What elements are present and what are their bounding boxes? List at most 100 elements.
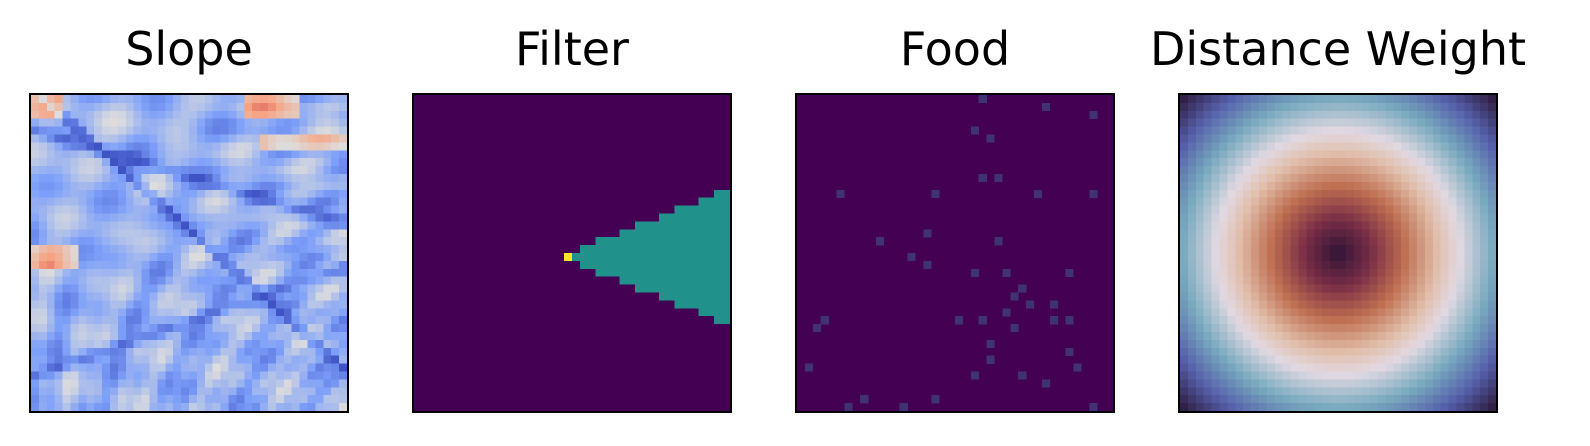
distance-cell xyxy=(1266,308,1275,317)
distance-cell xyxy=(1282,150,1291,159)
filter-cell xyxy=(493,300,502,309)
distance-cell xyxy=(1227,205,1236,214)
slope-cell xyxy=(212,316,221,325)
distance-cell xyxy=(1251,260,1260,269)
distance-cell xyxy=(1401,221,1410,230)
filter-cell xyxy=(579,213,588,222)
distance-cell xyxy=(1377,403,1386,411)
slope-cell xyxy=(133,395,142,404)
distance-cell xyxy=(1361,395,1370,404)
filter-cell xyxy=(674,189,683,198)
filter-cell xyxy=(658,268,667,277)
distance-cell xyxy=(1480,158,1489,167)
distance-cell xyxy=(1314,189,1323,198)
slope-cell xyxy=(173,371,182,380)
distance-cell xyxy=(1211,276,1220,285)
slope-cell xyxy=(62,371,71,380)
slope-cell xyxy=(331,181,340,190)
distance-cell xyxy=(1180,332,1189,341)
distance-cell xyxy=(1432,189,1441,198)
slope-cell xyxy=(189,363,198,372)
slope-cell xyxy=(133,268,142,277)
filter-cell xyxy=(611,150,620,159)
filter-cell xyxy=(587,347,596,356)
filter-cell xyxy=(698,316,707,325)
slope-cell xyxy=(339,355,347,364)
filter-cell xyxy=(595,174,604,183)
slope-cell xyxy=(228,363,237,372)
distance-cell xyxy=(1440,95,1449,104)
distance-cell xyxy=(1203,158,1212,167)
slope-cell xyxy=(31,363,40,372)
distance-cell xyxy=(1456,339,1465,348)
filter-cell xyxy=(532,300,541,309)
distance-cell xyxy=(1195,268,1204,277)
filter-cell xyxy=(421,142,430,151)
filter-cell xyxy=(587,181,596,190)
distance-cell xyxy=(1464,403,1473,411)
distance-cell xyxy=(1306,276,1315,285)
distance-cell xyxy=(1235,395,1244,404)
filter-cell xyxy=(477,276,486,285)
slope-cell xyxy=(78,237,87,246)
filter-cell xyxy=(414,150,423,159)
distance-cell xyxy=(1448,371,1457,380)
filter-cell xyxy=(690,268,699,277)
filter-cell xyxy=(540,253,549,262)
distance-cell xyxy=(1369,292,1378,301)
slope-cell xyxy=(212,110,221,119)
distance-cell xyxy=(1480,371,1489,380)
slope-cell xyxy=(86,245,95,254)
slope-cell xyxy=(141,268,150,277)
filter-cell xyxy=(714,134,723,143)
distance-cell xyxy=(1322,371,1331,380)
distance-cell xyxy=(1361,95,1370,104)
slope-cell xyxy=(260,189,269,198)
distance-cell xyxy=(1187,403,1196,411)
distance-cell xyxy=(1298,347,1307,356)
distance-cell xyxy=(1440,166,1449,175)
distance-cell xyxy=(1456,229,1465,238)
filter-cell xyxy=(453,339,462,348)
filter-cell xyxy=(666,379,675,388)
filter-cell xyxy=(437,118,446,127)
filter-cell xyxy=(437,229,446,238)
filter-cell xyxy=(548,324,557,333)
filter-cell xyxy=(651,102,660,111)
filter-cell xyxy=(445,102,454,111)
filter-cell xyxy=(469,245,478,254)
filter-cell xyxy=(627,174,636,183)
filter-cell xyxy=(619,339,628,348)
slope-cell xyxy=(54,102,63,111)
slope-cell xyxy=(110,189,119,198)
filter-cell xyxy=(445,395,454,404)
slope-cell xyxy=(275,150,284,159)
distance-cell xyxy=(1385,181,1394,190)
distance-cell xyxy=(1298,205,1307,214)
distance-cell xyxy=(1456,403,1465,411)
filter-cell xyxy=(682,126,691,135)
slope-cell xyxy=(196,260,205,269)
filter-cell xyxy=(421,95,430,104)
slope-cell xyxy=(38,205,47,214)
slope-cell xyxy=(260,229,269,238)
slope-cell xyxy=(165,229,174,238)
filter-cell xyxy=(477,371,486,380)
slope-cell xyxy=(173,260,182,269)
slope-cell xyxy=(307,308,316,317)
filter-cell xyxy=(532,126,541,135)
slope-cell xyxy=(283,150,292,159)
slope-cell xyxy=(283,158,292,167)
filter-cell xyxy=(429,126,438,135)
slope-cell xyxy=(291,308,300,317)
slope-cell xyxy=(133,324,142,333)
slope-cell xyxy=(244,316,253,325)
filter-cell xyxy=(493,355,502,364)
slope-cell xyxy=(244,403,253,411)
distance-cell xyxy=(1227,189,1236,198)
slope-cell xyxy=(189,158,198,167)
slope-cell xyxy=(220,347,229,356)
distance-cell xyxy=(1424,379,1433,388)
filter-cell xyxy=(714,339,723,348)
slope-cell xyxy=(70,387,79,396)
